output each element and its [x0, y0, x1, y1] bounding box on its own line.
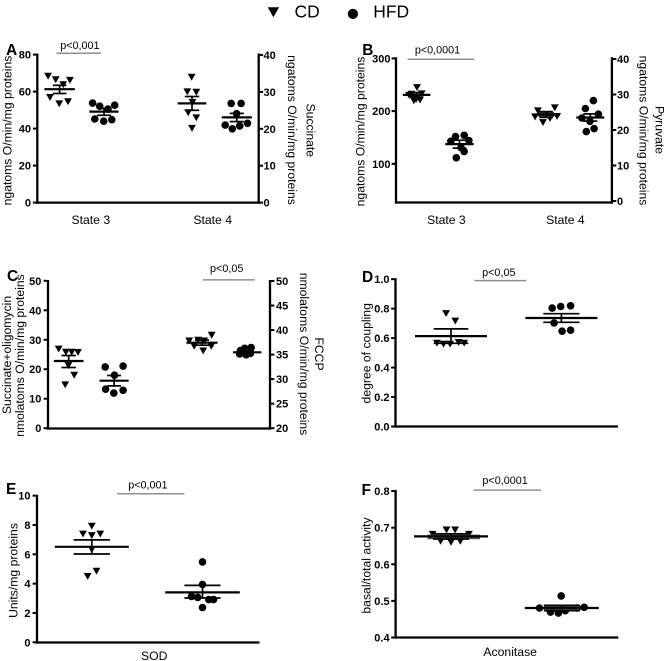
svg-text:35: 35: [276, 350, 288, 362]
svg-text:p<0,05: p<0,05: [482, 267, 515, 279]
svg-text:50: 50: [29, 276, 41, 288]
svg-text:0: 0: [617, 196, 623, 208]
svg-text:40: 40: [29, 305, 41, 317]
svg-text:200: 200: [372, 106, 390, 118]
svg-text:0.8: 0.8: [374, 304, 389, 316]
svg-text:State 4: State 4: [546, 213, 585, 227]
svg-text:p<0,05: p<0,05: [210, 263, 243, 275]
svg-text:0: 0: [264, 198, 270, 210]
svg-text:2: 2: [24, 608, 30, 620]
svg-text:State 4: State 4: [193, 213, 232, 227]
svg-text:E: E: [6, 481, 16, 498]
svg-text:1.0: 1.0: [374, 274, 389, 286]
svg-text:ngatoms O/min/mg proteins: ngatoms O/min/mg proteins: [636, 56, 650, 206]
svg-text:40: 40: [276, 325, 288, 337]
svg-text:0.6: 0.6: [374, 333, 389, 345]
svg-text:0: 0: [35, 423, 41, 435]
svg-text:40: 40: [19, 124, 31, 136]
svg-text:Pyruvate: Pyruvate: [652, 106, 666, 154]
svg-text:20: 20: [264, 124, 276, 136]
svg-text:8: 8: [24, 520, 30, 532]
svg-text:0.8: 0.8: [374, 486, 389, 498]
svg-text:50: 50: [276, 276, 288, 288]
svg-text:nmolatoms O/min/mg proteins: nmolatoms O/min/mg proteins: [297, 273, 311, 436]
svg-text:HFD: HFD: [373, 2, 409, 22]
svg-text:SOD: SOD: [141, 649, 168, 661]
svg-text:CD: CD: [295, 2, 320, 22]
svg-text:4: 4: [24, 579, 31, 591]
svg-text:30: 30: [264, 87, 276, 99]
svg-text:40: 40: [617, 54, 629, 66]
svg-text:20: 20: [276, 423, 288, 435]
svg-text:0.6: 0.6: [374, 559, 389, 571]
svg-text:State 3: State 3: [71, 213, 110, 227]
svg-text:20: 20: [617, 125, 629, 137]
svg-text:p<0,0001: p<0,0001: [482, 475, 527, 487]
svg-text:6: 6: [24, 549, 30, 561]
svg-text:20: 20: [19, 161, 31, 173]
svg-text:State 3: State 3: [427, 213, 466, 227]
svg-text:degree of coupling: degree of coupling: [359, 303, 373, 403]
svg-text:Units/mg proteins: Units/mg proteins: [6, 523, 20, 618]
svg-text:60: 60: [19, 87, 31, 99]
svg-text:0.4: 0.4: [374, 363, 390, 375]
svg-text:30: 30: [29, 335, 41, 347]
svg-text:p<0,001: p<0,001: [128, 480, 167, 492]
svg-text:30: 30: [617, 90, 629, 102]
svg-text:300: 300: [372, 53, 390, 65]
svg-text:0.0: 0.0: [374, 422, 389, 434]
svg-text:0.4: 0.4: [374, 633, 390, 645]
svg-text:ngatoms O/min/mg proteins: ngatoms O/min/mg proteins: [354, 57, 368, 207]
svg-text:10: 10: [617, 161, 629, 173]
svg-text:0: 0: [24, 637, 30, 649]
svg-text:ngatoms O/min/mg proteins: ngatoms O/min/mg proteins: [0, 56, 14, 206]
svg-text:B: B: [362, 42, 373, 59]
svg-text:ngatoms O/min/mg proteins: ngatoms O/min/mg proteins: [285, 55, 299, 205]
svg-text:p<0,0001: p<0,0001: [415, 45, 460, 57]
svg-text:A: A: [6, 42, 17, 59]
svg-text:basal/total activity: basal/total activity: [359, 517, 373, 614]
svg-text:25: 25: [276, 399, 288, 411]
svg-text:10: 10: [29, 394, 41, 406]
svg-text:80: 80: [19, 50, 31, 62]
svg-text:100: 100: [372, 159, 390, 171]
svg-text:D: D: [362, 269, 373, 286]
svg-text:30: 30: [276, 374, 288, 386]
svg-text:F: F: [362, 482, 371, 499]
svg-text:C: C: [7, 268, 18, 285]
svg-text:10: 10: [264, 161, 276, 173]
svg-text:10: 10: [18, 491, 30, 503]
svg-text:nmolatoms O/min/mg proteins: nmolatoms O/min/mg proteins: [13, 274, 27, 437]
svg-text:Aconitase: Aconitase: [483, 645, 537, 659]
svg-text:0.5: 0.5: [374, 596, 389, 608]
svg-text:40: 40: [264, 50, 276, 62]
svg-text:45: 45: [276, 301, 288, 313]
svg-text:p<0,001: p<0,001: [60, 40, 99, 52]
svg-text:0: 0: [25, 198, 31, 210]
svg-text:Succinate: Succinate: [303, 104, 317, 158]
svg-text:FCCP: FCCP: [312, 337, 326, 370]
svg-text:0.2: 0.2: [374, 392, 389, 404]
svg-text:0.7: 0.7: [374, 523, 389, 535]
svg-text:Succinate+oligomycin: Succinate+oligomycin: [0, 296, 14, 414]
svg-text:20: 20: [29, 364, 41, 376]
